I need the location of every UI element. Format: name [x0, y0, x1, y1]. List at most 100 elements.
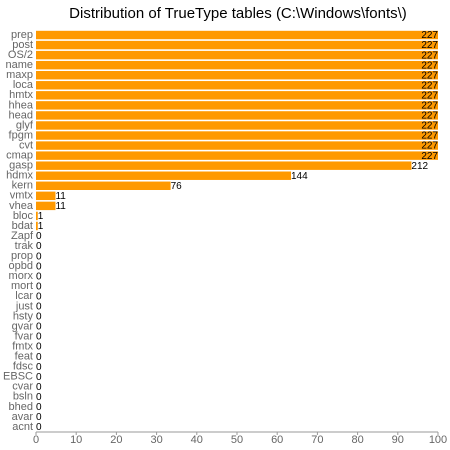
value-label: 0: [36, 392, 42, 403]
plot-area: [36, 30, 438, 231]
bar: [36, 101, 438, 110]
value-label: 0: [36, 241, 42, 252]
value-label: 0: [36, 412, 42, 423]
y-tick-label: cvt: [19, 139, 33, 151]
y-tick-label: vmtx: [10, 190, 34, 202]
value-label: 0: [36, 332, 42, 343]
y-tick-label: head: [9, 109, 33, 121]
value-label: 227: [421, 90, 438, 101]
y-tick-label: cvar: [12, 381, 33, 393]
x-tick-label: 30: [150, 434, 162, 446]
value-label: 0: [36, 352, 42, 363]
y-tick-label: OS/2: [8, 49, 33, 61]
value-label: 0: [36, 271, 42, 282]
value-label: 0: [36, 291, 42, 302]
y-tick-label: trak: [15, 240, 34, 252]
value-label: 227: [421, 60, 438, 71]
bar: [36, 181, 171, 190]
value-label: 0: [36, 342, 42, 353]
x-tick-label: 60: [271, 434, 283, 446]
x-tick-label: 90: [392, 434, 404, 446]
y-tick-label: fvar: [15, 330, 34, 342]
value-label: 0: [36, 231, 42, 242]
y-tick-label: name: [5, 59, 33, 71]
bar: [36, 151, 438, 160]
bar: [36, 201, 56, 211]
x-tick-label: 100: [429, 434, 447, 446]
value-label: 227: [421, 121, 438, 132]
bar: [36, 131, 438, 140]
x-tick-label: 70: [311, 434, 323, 446]
x-tick-label: 20: [110, 434, 122, 446]
y-tick-label: gvar: [12, 320, 34, 332]
value-label: 227: [421, 70, 438, 81]
value-label: 0: [36, 402, 42, 413]
y-tick-label: Zapf: [11, 230, 34, 242]
y-tick-label: morx: [9, 270, 34, 282]
value-label: 227: [421, 111, 438, 122]
y-tick-label: acnt: [12, 421, 33, 433]
value-label: 76: [171, 181, 183, 192]
value-label: 227: [421, 40, 438, 51]
value-label: 227: [421, 101, 438, 112]
y-tick-label: gasp: [9, 160, 33, 172]
y-tick-label: lcar: [15, 290, 33, 302]
value-label: 0: [36, 382, 42, 393]
y-tick-label: hhea: [9, 99, 34, 111]
value-label: 0: [36, 302, 42, 313]
value-label: 11: [55, 201, 66, 212]
y-tick-label: glyf: [16, 119, 34, 131]
y-tick-label: hmtx: [9, 89, 33, 101]
y-tick-label: bdat: [12, 220, 33, 232]
value-label: 144: [291, 171, 308, 182]
y-tick-label: just: [15, 300, 33, 312]
value-label: 227: [421, 30, 438, 41]
value-label: 11: [55, 191, 66, 202]
y-tick-label: avar: [12, 411, 34, 423]
y-tick-label: prop: [11, 250, 33, 262]
y-tick-label: prep: [11, 29, 33, 41]
bar: [36, 211, 38, 221]
y-tick-label: fpgm: [9, 129, 33, 141]
value-label: 227: [421, 50, 438, 61]
y-tick-label: hsty: [13, 310, 34, 322]
bar: [36, 121, 438, 130]
y-tick-label: feat: [15, 351, 33, 363]
y-tick-label: hdmx: [6, 170, 33, 182]
y-tick-label: bloc: [13, 210, 34, 222]
y-tick-label: bhed: [9, 401, 33, 413]
bar: [36, 50, 438, 60]
value-label: 0: [36, 261, 42, 272]
bar: [36, 161, 412, 170]
y-tick-label: opbd: [9, 260, 33, 272]
bar: [36, 141, 438, 150]
x-tick-label: 50: [231, 434, 243, 446]
value-label: 1: [38, 211, 44, 222]
y-tick-label: post: [12, 39, 33, 51]
x-tick-label: 40: [191, 434, 203, 446]
value-label: 0: [36, 251, 42, 262]
y-tick-label: loca: [13, 79, 34, 91]
value-label: 227: [421, 141, 438, 152]
x-tick-label: 10: [70, 434, 82, 446]
y-tick-label: bsln: [13, 391, 33, 403]
chart-title: Distribution of TrueType tables (C:\Wind…: [69, 5, 407, 22]
y-tick-label: mort: [11, 280, 33, 292]
y-tick-label: cmap: [6, 150, 33, 162]
value-label: 212: [411, 161, 428, 172]
y-tick-label: maxp: [6, 69, 33, 81]
x-tick-label: 80: [351, 434, 363, 446]
y-tick-label: fdsc: [13, 361, 34, 373]
value-label: 227: [421, 151, 438, 162]
bar: [36, 171, 292, 180]
value-label: 0: [36, 312, 42, 323]
bar: [36, 221, 38, 231]
value-label: 0: [36, 362, 42, 373]
bar: [36, 111, 438, 120]
bar: [36, 91, 438, 100]
bar: [36, 30, 438, 40]
value-label: 227: [421, 131, 438, 142]
value-label: 0: [36, 422, 42, 433]
value-label: 0: [36, 281, 42, 292]
